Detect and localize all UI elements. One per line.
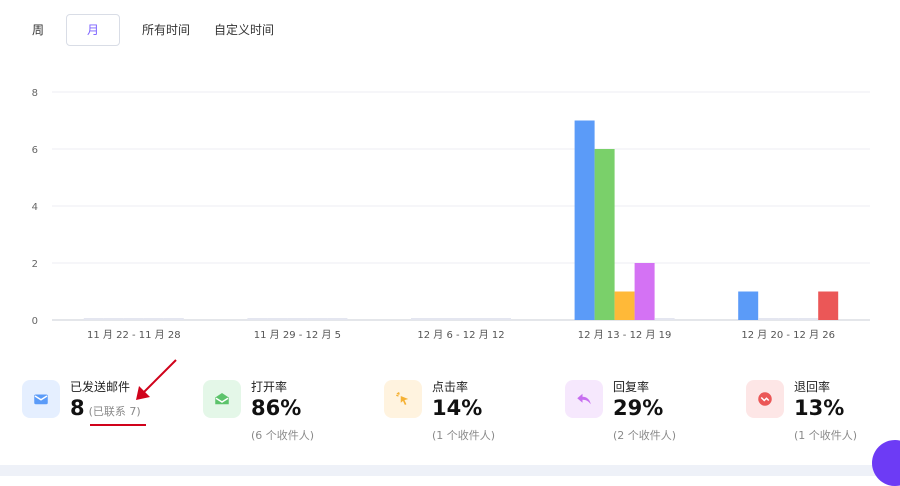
stat-recipients: (6 个收件人) — [251, 429, 315, 442]
stat-label: 点击率 — [432, 380, 469, 394]
stat-label: 退回率 — [794, 380, 831, 394]
bar — [614, 291, 635, 320]
bar — [818, 291, 839, 320]
x-tick-label: 12 月 20 - 12 月 26 — [741, 329, 835, 341]
bar — [287, 318, 308, 320]
y-tick-label: 4 — [32, 202, 38, 213]
bar — [738, 291, 759, 320]
reply-icon — [565, 380, 603, 418]
bar — [758, 318, 779, 320]
open-mail-icon — [203, 380, 241, 418]
mail-icon — [22, 380, 60, 418]
bar — [778, 318, 799, 320]
bar — [451, 318, 471, 320]
bar — [267, 318, 288, 320]
bar — [654, 318, 675, 320]
bar — [634, 263, 655, 320]
bar — [471, 318, 491, 320]
email-activity-chart: 0 2 4 6 8 11 月 22 - 11 月 28 11 月 29 - 12 月 5 12… — [32, 88, 870, 341]
stats-row: 已发送邮件 8 (已联系 7) 打开率 86% (6 个收件人) 点击率 14% … — [0, 374, 900, 454]
annotation-arrow-icon — [136, 359, 177, 400]
bar — [83, 318, 104, 320]
bar — [798, 318, 819, 320]
y-tick-label: 2 — [32, 259, 38, 270]
tab-custom-time[interactable]: 自定义时间 — [214, 23, 275, 37]
bar — [594, 149, 615, 320]
bar — [163, 318, 184, 320]
x-tick-label: 11 月 29 - 12 月 5 — [254, 329, 341, 341]
bar — [307, 318, 328, 320]
annotation-underline — [90, 424, 146, 426]
tab-week[interactable]: 周 — [32, 23, 45, 37]
contacted-count: (已联系 7) — [88, 405, 141, 418]
tab-month[interactable]: 月 — [66, 14, 121, 46]
bar — [431, 318, 451, 320]
x-tick-label: 11 月 22 - 11 月 28 — [87, 329, 181, 341]
y-tick-label: 8 — [32, 88, 38, 99]
bar — [491, 318, 511, 320]
bar — [143, 318, 164, 320]
bar — [123, 318, 144, 320]
tab-all-time[interactable]: 所有时间 — [142, 23, 191, 37]
bar — [247, 318, 268, 320]
stat-value: 14% — [432, 396, 483, 420]
stat-recipients: (1 个收件人) — [794, 429, 858, 442]
stat-value: 29% — [613, 396, 664, 420]
stat-value: 8 (已联系 7) — [70, 396, 141, 420]
y-tick-label: 6 — [32, 145, 38, 156]
stat-label: 打开率 — [251, 380, 288, 394]
stat-label: 回复率 — [613, 380, 650, 394]
cursor-click-icon — [384, 380, 422, 418]
y-tick-label: 0 — [32, 316, 38, 327]
stat-value: 13% — [794, 396, 845, 420]
stat-recipients: (2 个收件人) — [613, 429, 677, 442]
x-tick-label: 12 月 6 - 12 月 12 — [417, 329, 504, 341]
stat-value: 86% — [251, 396, 302, 420]
bar — [103, 318, 124, 320]
period-tabs: 周 月 所有时间 自定义时间 — [24, 14, 286, 46]
stat-label: 已发送邮件 — [70, 380, 131, 394]
stat-recipients: (1 个收件人) — [432, 429, 496, 442]
bar — [574, 120, 595, 320]
bounce-icon — [746, 380, 784, 418]
x-tick-label: 12 月 13 - 12 月 19 — [578, 329, 672, 341]
bar — [411, 318, 431, 320]
bar — [327, 318, 348, 320]
footer-bar — [0, 465, 900, 476]
